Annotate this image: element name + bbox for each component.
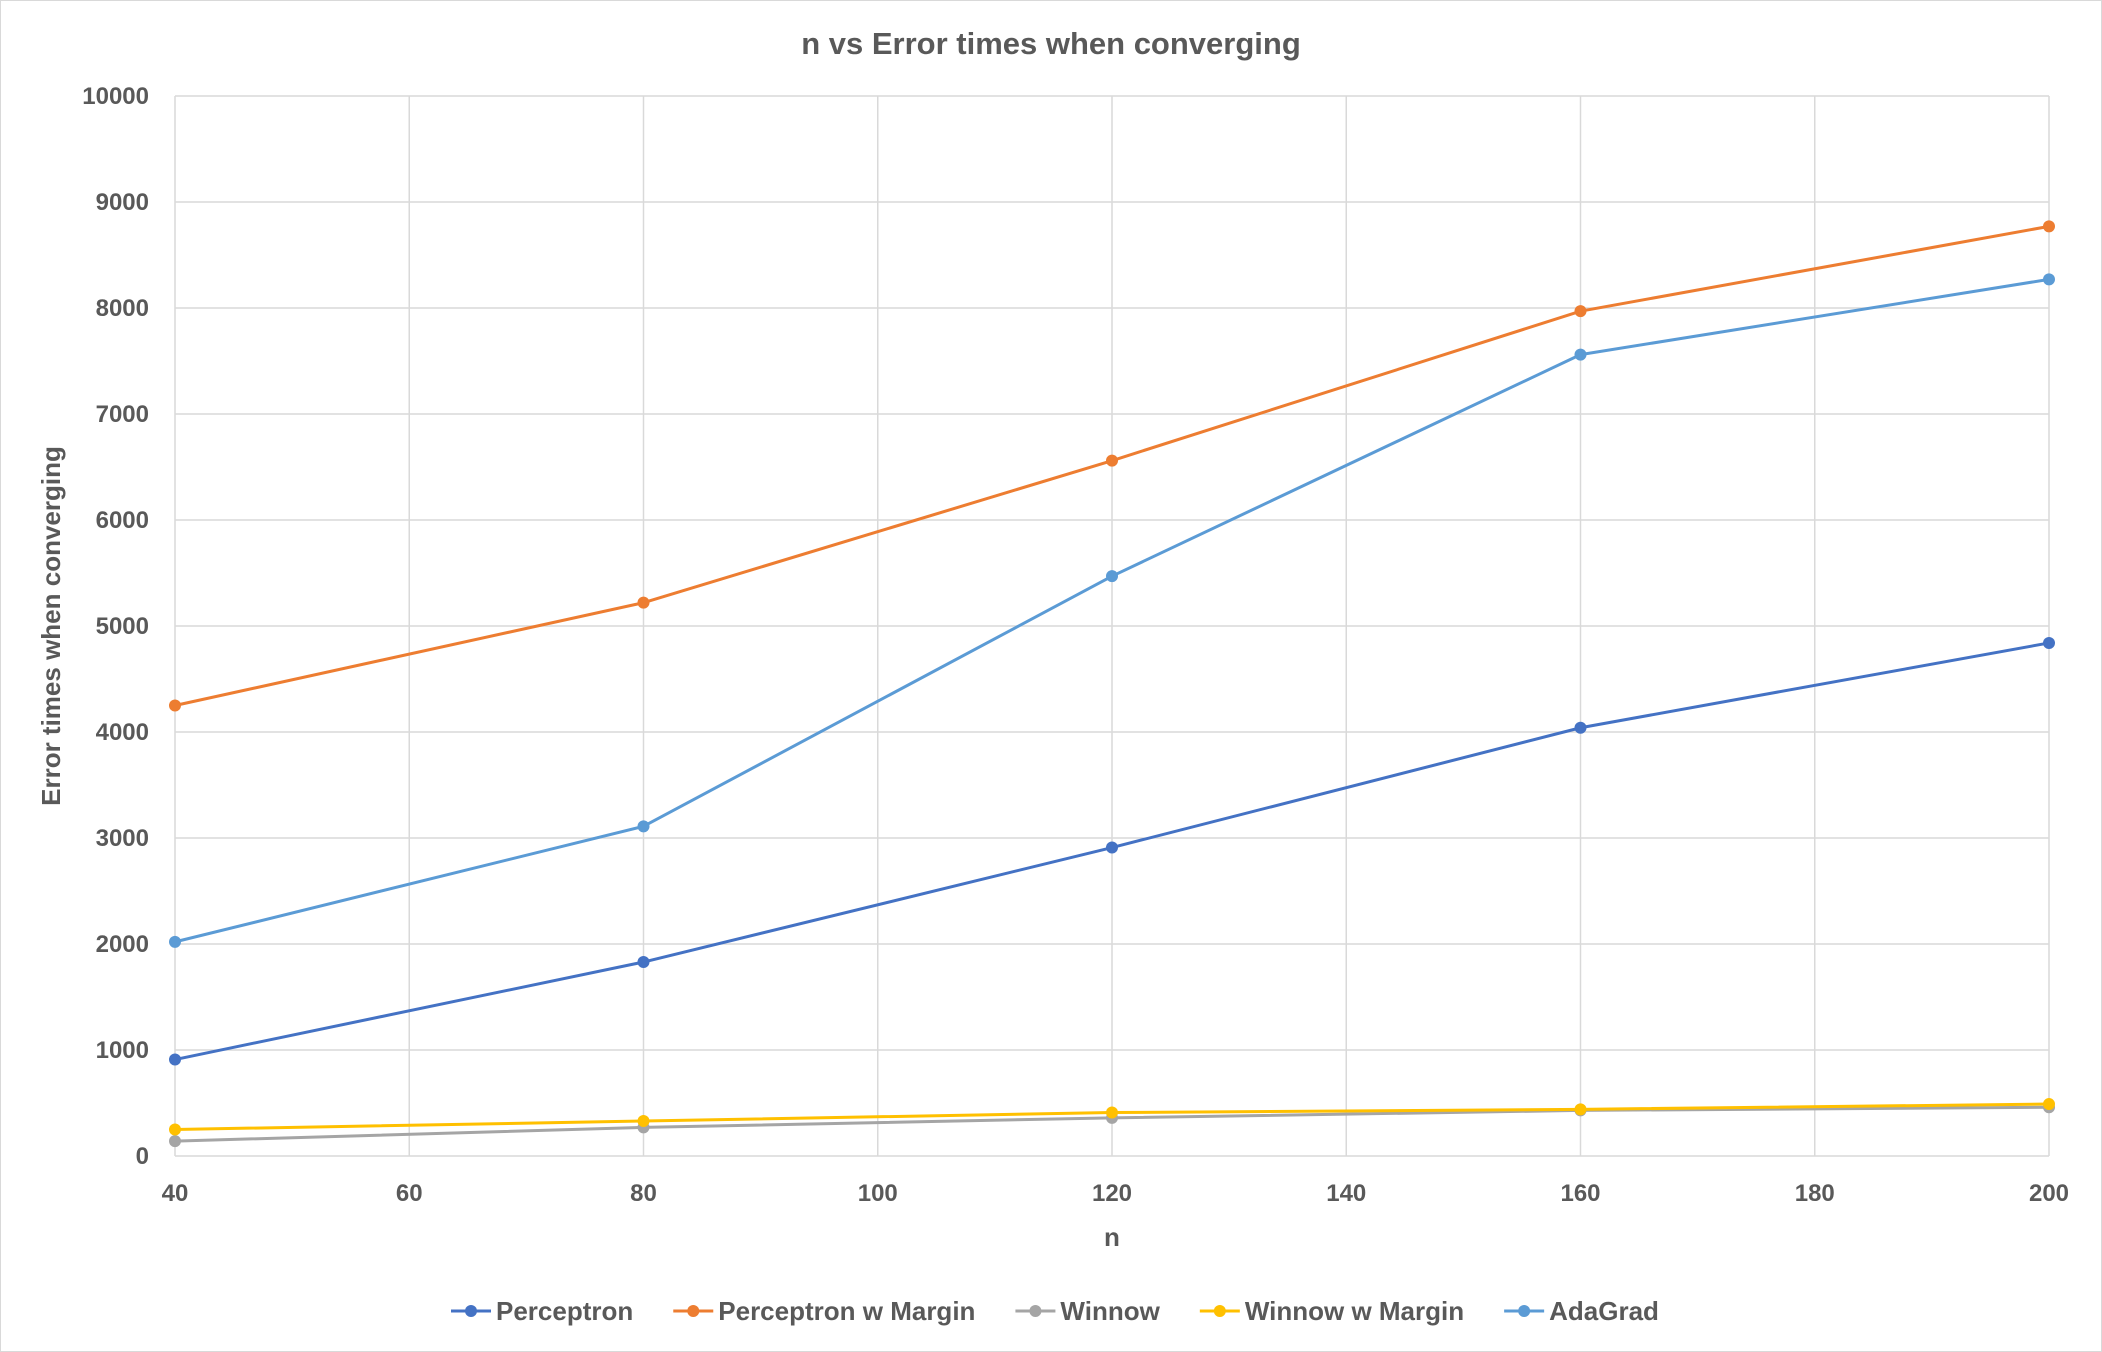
data-point	[2043, 220, 2055, 233]
y-tick-label: 8000	[96, 295, 149, 322]
data-point	[2043, 273, 2055, 286]
legend-marker	[465, 1305, 477, 1317]
data-point	[1574, 348, 1587, 361]
series-1	[169, 220, 2055, 712]
data-point	[169, 699, 181, 712]
y-axis-title: Error times when converging	[36, 446, 66, 806]
data-point	[1106, 570, 1118, 583]
legend-label: Perceptron	[496, 1296, 633, 1326]
y-tick-label: 10000	[82, 83, 149, 110]
y-axis-ticks: 0 1000 2000 3000 4000 5000 6000 7000 8000 9000 100…	[82, 83, 149, 1170]
legend-label: Winnow	[1060, 1296, 1160, 1326]
data-point	[169, 1135, 181, 1148]
y-tick-label: 6000	[96, 507, 149, 534]
data-point	[169, 935, 181, 948]
legend-marker	[1029, 1305, 1042, 1317]
series-0	[169, 636, 2055, 1066]
y-tick-label: 2000	[96, 931, 149, 958]
legend-item: Winnow w Margin	[1199, 1296, 1464, 1326]
legend-item: AdaGrad	[1504, 1296, 1659, 1326]
data-point	[1574, 305, 1587, 318]
x-tick-label: 180	[1795, 1180, 1835, 1207]
chart-title: n vs Error times when converging	[801, 26, 1301, 61]
legend-label: Winnow w Margin	[1245, 1296, 1464, 1326]
legend-marker	[1518, 1305, 1531, 1317]
data-point	[637, 956, 650, 969]
legend: Perceptron Perceptron w Margin Winnow Winno…	[451, 1296, 1659, 1326]
x-tick-label: 80	[630, 1180, 657, 1207]
x-axis-ticks: 40 60 80 100 120 140 160 180 200	[162, 1180, 2069, 1207]
gridlines	[174, 95, 2050, 1157]
legend-marker	[1213, 1305, 1226, 1317]
data-point	[169, 1123, 181, 1136]
x-tick-label: 160	[1560, 1180, 1600, 1207]
y-tick-label: 7000	[96, 401, 149, 428]
data-point	[1106, 841, 1118, 854]
y-tick-label: 9000	[96, 189, 149, 216]
x-tick-label: 100	[858, 1180, 898, 1207]
data-point	[169, 1053, 181, 1066]
data-point	[2043, 636, 2055, 649]
data-point	[2043, 1098, 2055, 1111]
legend-marker	[687, 1305, 700, 1317]
y-tick-label: 4000	[96, 719, 149, 746]
x-tick-label: 60	[396, 1180, 423, 1207]
x-tick-label: 120	[1092, 1180, 1132, 1207]
legend-label: AdaGrad	[1549, 1296, 1659, 1326]
y-tick-label: 1000	[96, 1037, 149, 1064]
x-tick-label: 200	[2029, 1180, 2069, 1207]
legend-label: Perceptron w Margin	[718, 1296, 975, 1326]
x-tick-label: 40	[162, 1180, 189, 1207]
series-3	[169, 1098, 2055, 1136]
legend-item: Winnow	[1015, 1296, 1161, 1326]
y-tick-label: 3000	[96, 825, 149, 852]
x-axis-title: n	[1104, 1222, 1120, 1252]
data-point	[1574, 721, 1587, 734]
legend-item: Perceptron	[451, 1296, 633, 1326]
series-4	[169, 273, 2055, 948]
y-tick-label: 5000	[96, 613, 149, 640]
data-point	[1574, 1103, 1587, 1116]
data-point	[1106, 454, 1118, 467]
data-point	[637, 820, 650, 833]
y-tick-label: 0	[136, 1143, 149, 1170]
legend-item: Perceptron w Margin	[673, 1296, 975, 1326]
x-tick-label: 140	[1326, 1180, 1366, 1207]
data-point	[1106, 1106, 1118, 1119]
data-point	[637, 596, 650, 609]
data-point	[637, 1115, 650, 1128]
series-lines	[169, 220, 2055, 1148]
